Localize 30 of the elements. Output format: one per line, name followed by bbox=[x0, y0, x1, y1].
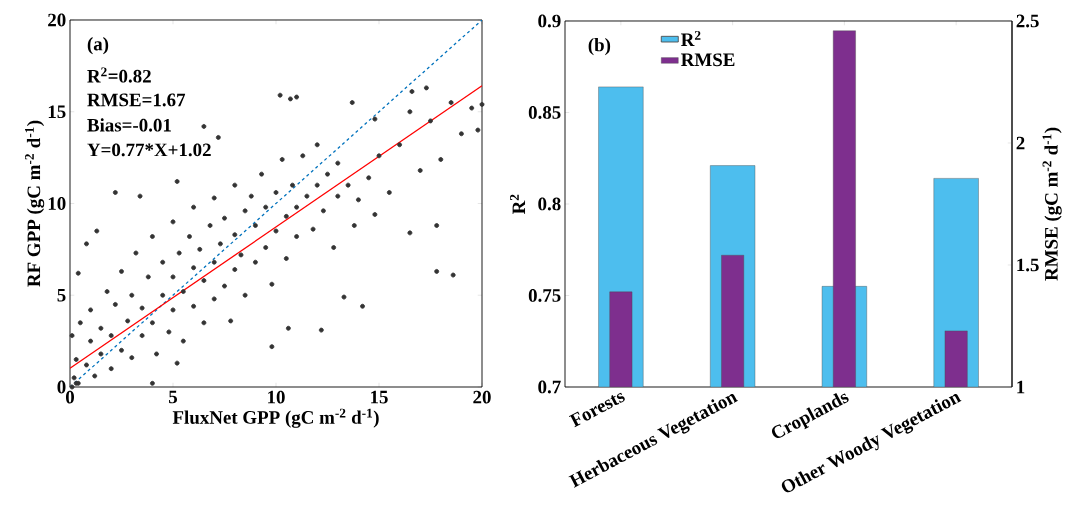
x-axis-title: FluxNet GPP (gC m$^{-2}$ d$^{-1}$) bbox=[172, 408, 379, 428]
annotation: Y=0.77*X+1.02 bbox=[87, 143, 211, 157]
y-tick-label: 20 bbox=[48, 13, 66, 27]
x-tick-label: 15 bbox=[371, 390, 388, 404]
y-tick-label: 0 bbox=[57, 380, 66, 394]
y-axis-title: RF GPP (gC m$^{-2}$ d$^{-1}$) bbox=[25, 120, 45, 287]
annotation: R$^{2}$=0.82 bbox=[87, 67, 151, 83]
annotation: RMSE=1.67 bbox=[87, 93, 186, 107]
annotation: (a) bbox=[87, 37, 109, 55]
legend-label: R$^{2}$ bbox=[681, 30, 701, 46]
y-tick-label: 10 bbox=[48, 197, 66, 210]
annotation: (b) bbox=[588, 38, 611, 56]
y-tick-label: 0.8 bbox=[538, 197, 561, 211]
y-tick-label: 15 bbox=[48, 105, 66, 119]
y2-axis-title: RMSE (gC m$^{-2}$ d$^{-1}$) bbox=[1042, 127, 1062, 281]
y2-tick-label: 2 bbox=[1016, 136, 1025, 150]
annotation: Bias=-0.01 bbox=[87, 118, 171, 132]
y-axis-title: R$^{2}$ bbox=[510, 194, 526, 215]
legend-label: RMSE bbox=[681, 53, 735, 67]
x-tick-label: 20 bbox=[473, 390, 491, 404]
x-tick-label: 5 bbox=[169, 390, 178, 404]
x-tick-label: 10 bbox=[268, 390, 285, 404]
y-tick-label: 0.7 bbox=[538, 380, 561, 394]
y-tick-label: 0.85 bbox=[528, 106, 561, 119]
y2-tick-label: 1.5 bbox=[1017, 258, 1039, 272]
y2-tick-label: 2.5 bbox=[1016, 14, 1039, 28]
y-tick-label: 0.75 bbox=[528, 289, 561, 302]
y2-tick-label: 1 bbox=[1017, 380, 1025, 394]
y-tick-label: 0.9 bbox=[538, 14, 561, 28]
y-tick-label: 5 bbox=[57, 288, 66, 302]
